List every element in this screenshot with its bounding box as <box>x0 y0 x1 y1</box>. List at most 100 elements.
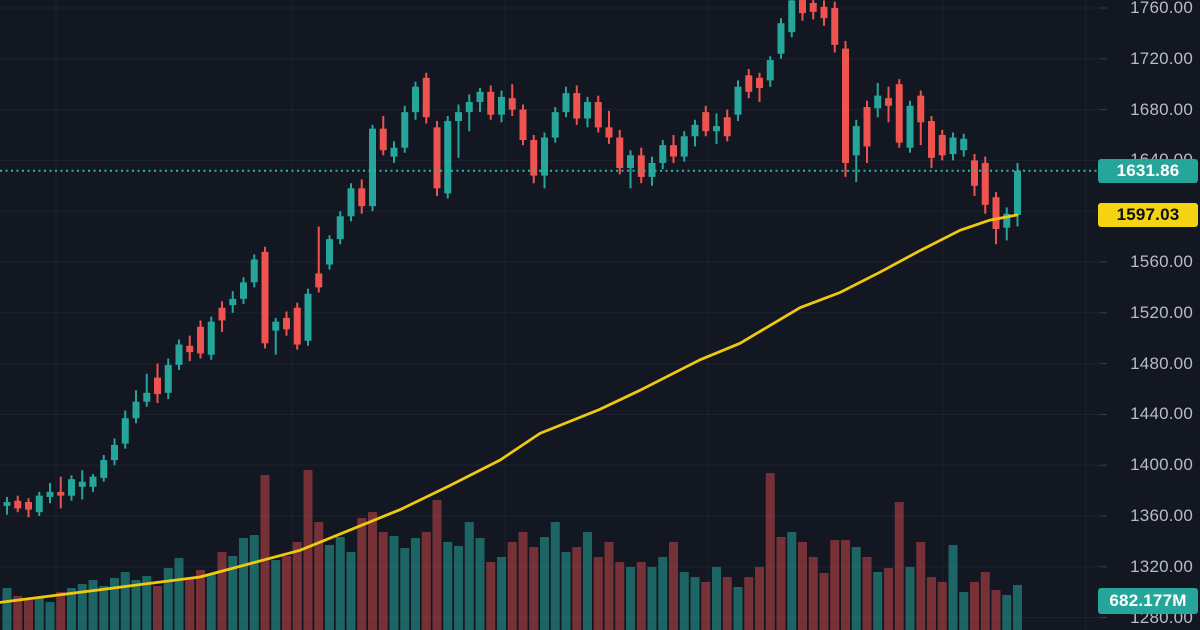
candle-body <box>25 502 32 510</box>
candle-body <box>745 75 753 92</box>
volume-bar <box>991 590 1001 630</box>
candle-body <box>46 491 54 497</box>
volume-bar <box>550 522 560 630</box>
volume-bar <box>626 567 635 630</box>
volume-bar <box>475 537 485 630</box>
candle-body <box>401 112 409 148</box>
candle-body <box>487 91 495 115</box>
volume-bar <box>292 542 302 630</box>
volume-bar <box>110 578 119 630</box>
volume-bar <box>593 556 603 630</box>
candle-body <box>369 128 376 207</box>
candle-body <box>938 135 946 156</box>
candle-body <box>207 321 215 355</box>
candle-body <box>960 138 968 151</box>
volume-bar <box>335 536 345 630</box>
volume-bar <box>970 581 979 630</box>
volume-bar <box>153 586 162 630</box>
volume-bar <box>701 581 711 630</box>
candle-body <box>35 495 43 513</box>
candle-body <box>874 95 882 109</box>
price-axis-label: 1480.00 <box>1130 353 1193 373</box>
volume-bar <box>647 567 657 630</box>
volume-bar <box>56 592 66 630</box>
candle-body <box>605 127 613 138</box>
volume-badge: 682.177M <box>1098 588 1198 614</box>
candle-body <box>584 101 591 119</box>
volume-bar <box>67 587 76 630</box>
candle-body <box>691 124 699 137</box>
volume-bar <box>389 536 399 630</box>
volume-bar <box>421 531 431 630</box>
volume-bar <box>282 555 291 630</box>
volume-bar <box>239 537 248 630</box>
candle-body <box>788 0 796 33</box>
candle-body <box>530 140 538 176</box>
candle-body <box>594 101 602 128</box>
volume-bar <box>346 552 356 630</box>
candle-body <box>229 298 237 306</box>
volume-bar <box>937 581 947 630</box>
candle-body <box>508 98 516 110</box>
candle-body <box>820 6 828 19</box>
volume-bar <box>851 547 861 630</box>
candle-body <box>121 418 129 444</box>
candle-body <box>498 96 505 115</box>
candle-body <box>1014 170 1021 216</box>
candle-body <box>164 364 172 393</box>
candles <box>3 0 1021 518</box>
candle-body <box>702 112 710 132</box>
candle-body <box>57 491 65 496</box>
volume-bar <box>464 522 474 630</box>
candle-body <box>562 93 570 113</box>
candle-body <box>390 147 398 157</box>
candle-body <box>14 500 22 509</box>
candle-body <box>304 293 312 341</box>
volume-bar <box>561 552 571 630</box>
candle-body <box>734 86 742 115</box>
candle-body <box>992 197 1000 229</box>
volume-bar <box>980 572 990 630</box>
candle-body <box>852 126 860 156</box>
volume-bar <box>862 556 872 630</box>
candle-body <box>358 188 366 207</box>
volume-bar <box>174 557 184 630</box>
candle-body <box>379 128 387 151</box>
volume-bar <box>572 547 582 630</box>
candle-body <box>336 216 344 240</box>
volume-bar <box>88 580 98 630</box>
volume-bar <box>24 599 33 630</box>
candle-body <box>713 126 720 132</box>
candle-body <box>885 98 892 106</box>
volume-bar <box>798 542 807 630</box>
candle-body <box>283 317 290 330</box>
candle-body <box>175 344 183 365</box>
volume-bar <box>2 587 12 630</box>
volume-bar <box>120 572 130 630</box>
price-axis[interactable]: 1760.001720.001680.001640.001560.001520.… <box>1100 0 1200 630</box>
volume-bar <box>325 544 334 630</box>
candle-body <box>917 95 925 123</box>
volume-bar <box>228 555 238 630</box>
volume-bar <box>34 598 44 630</box>
candle-body <box>218 307 226 321</box>
volume-bar <box>669 542 678 630</box>
volume-bar <box>873 572 883 630</box>
price-axis-label: 1360.00 <box>1130 506 1193 525</box>
candle-body <box>326 239 333 265</box>
volume-bar <box>206 573 216 630</box>
volume-bar <box>77 584 87 630</box>
volume-value: 682.177M <box>1109 591 1187 610</box>
candle-body <box>766 60 774 81</box>
price-axis-label: 1400.00 <box>1130 455 1193 475</box>
candle-body <box>240 282 247 299</box>
volume-bar <box>841 540 850 630</box>
candle-body <box>465 101 473 113</box>
volume-bar <box>615 561 625 630</box>
volume-bar <box>249 535 259 630</box>
candle-body <box>842 48 849 163</box>
candle-body <box>250 259 258 283</box>
price-axis-label: 1760.00 <box>1130 0 1193 17</box>
